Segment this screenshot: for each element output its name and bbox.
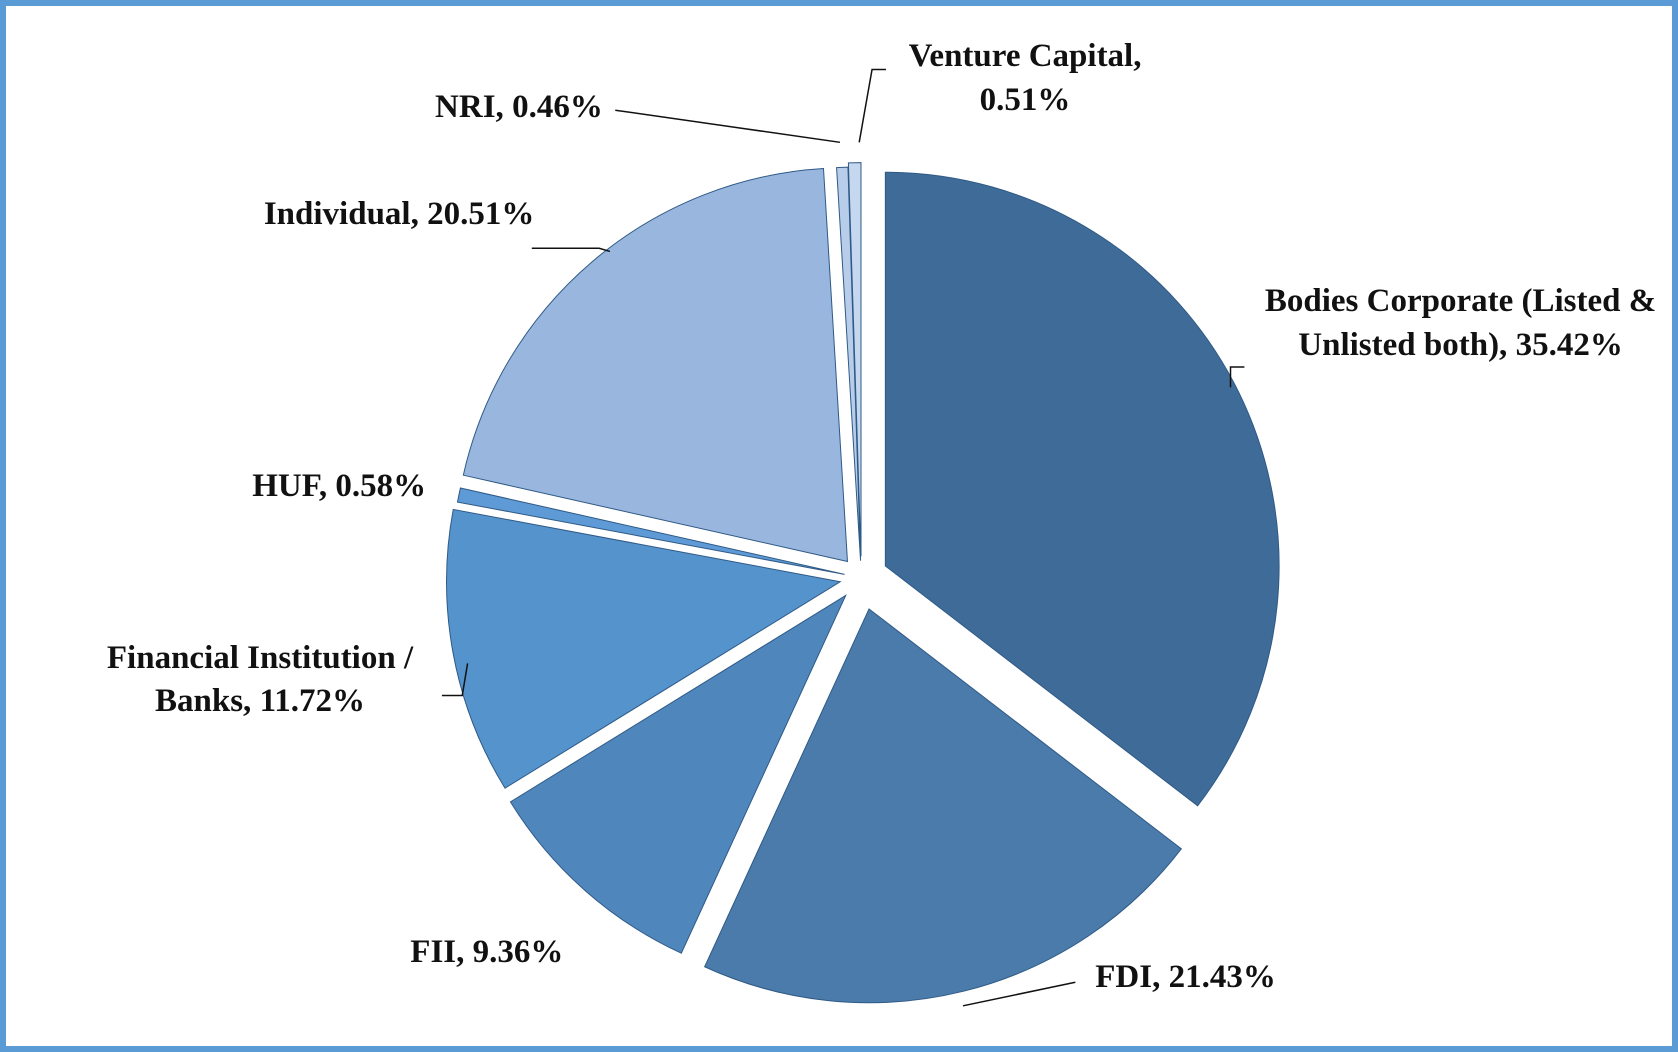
leader-line <box>531 247 611 253</box>
pie-canvas <box>441 68 1280 1007</box>
leader-line <box>441 663 469 697</box>
pie-slice <box>884 171 1280 807</box>
label-value: 11.72% <box>259 683 365 720</box>
pie-slice <box>847 162 862 557</box>
label-value: 0.46% <box>512 88 603 125</box>
label-category: Individual, <box>263 195 419 232</box>
label-category: FII, <box>410 933 465 970</box>
label-value: 9.36% <box>472 933 564 970</box>
pie-slice <box>836 166 862 561</box>
data-label: NRI, 0.46% <box>380 86 658 130</box>
pie-slice <box>462 167 849 563</box>
leader-line <box>962 981 1076 1007</box>
data-label: Venture Capital, 0.51% <box>881 35 1170 122</box>
data-label: FII, 9.36% <box>326 931 647 975</box>
pie-slice <box>703 608 1183 1004</box>
label-category: Financial Institution / Banks, <box>106 639 414 720</box>
data-label: Financial Institution / Banks, 11.72% <box>78 637 442 724</box>
label-value: 21.43% <box>1168 958 1276 995</box>
label-value: 0.51% <box>979 81 1071 118</box>
data-label: FDI, 21.43% <box>1025 956 1346 1000</box>
label-category: NRI, <box>435 88 504 125</box>
label-value: 0.58% <box>335 468 427 505</box>
data-label: Bodies Corporate (Listed & Unlisted both… <box>1247 280 1675 367</box>
data-label: Individual, 20.51% <box>207 193 592 237</box>
leader-line <box>1229 366 1245 388</box>
pie-slice <box>509 594 847 954</box>
pie-slice <box>446 508 842 789</box>
leader-line <box>615 109 841 144</box>
label-value: 35.42% <box>1515 326 1623 363</box>
label-category: Venture Capital, <box>908 38 1142 75</box>
pie-slice <box>456 487 845 575</box>
leader-line <box>858 68 886 143</box>
label-category: Bodies Corporate (Listed & Unlisted both… <box>1264 283 1657 363</box>
data-label: HUF, 0.58% <box>179 465 500 509</box>
label-value: 20.51% <box>427 195 535 232</box>
label-category: FDI, <box>1095 958 1161 995</box>
label-category: HUF, <box>252 468 328 505</box>
